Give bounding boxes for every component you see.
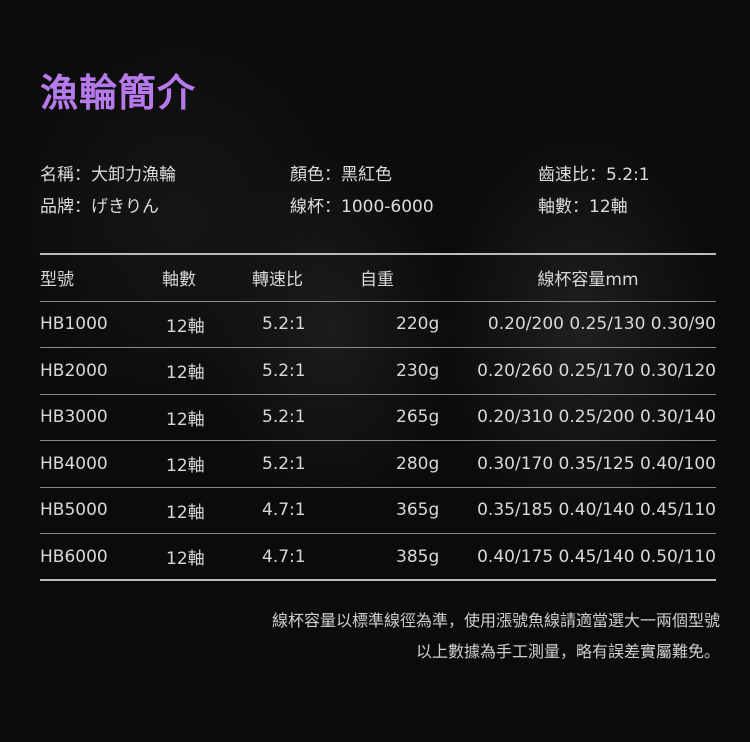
cell-weight: 220g — [360, 301, 460, 348]
cell-capacity: 0.35/185 0.40/140 0.45/110 — [460, 487, 716, 534]
cell-model: HB3000 — [40, 394, 162, 441]
header-model: 型號 — [40, 253, 162, 302]
cell-bearings: 12軸 — [162, 347, 252, 395]
cell-ratio: 4.7:1 — [252, 487, 360, 534]
cell-bearings: 12軸 — [162, 301, 252, 348]
cell-bearings: 12軸 — [162, 533, 252, 581]
cell-capacity: 0.20/200 0.25/130 0.30/90 — [460, 301, 716, 348]
cell-weight: 280g — [360, 440, 460, 488]
info-brand: 品牌：げきりん — [40, 197, 159, 217]
cell-weight: 265g — [360, 394, 460, 441]
cell-weight: 385g — [360, 533, 460, 581]
info-name: 名稱：大卸力漁輪 — [40, 165, 176, 185]
table-row: HB3000 12軸 5.2:1 265g 0.20/310 0.25/200 0.30… — [40, 394, 716, 441]
cell-model: HB6000 — [40, 533, 162, 581]
cell-model: HB1000 — [40, 301, 162, 348]
page-title: 漁輪簡介 — [40, 71, 197, 115]
cell-model: HB4000 — [40, 440, 162, 488]
cell-bearings: 12軸 — [162, 440, 252, 488]
header-ratio: 轉速比 — [252, 253, 360, 302]
cell-capacity: 0.20/260 0.25/170 0.30/120 — [460, 347, 716, 395]
cell-capacity: 0.30/170 0.35/125 0.40/100 — [460, 440, 716, 488]
cell-model: HB2000 — [40, 347, 162, 395]
cell-ratio: 5.2:1 — [252, 301, 360, 348]
table-header-row: 型號 軸數 轉速比 自重 線杯容量mm — [40, 253, 716, 302]
info-spool: 線杯：1000-6000 — [290, 197, 434, 217]
cell-capacity: 0.20/310 0.25/200 0.30/140 — [460, 394, 716, 441]
header-weight: 自重 — [360, 253, 460, 302]
cell-weight: 365g — [360, 487, 460, 534]
cell-ratio: 5.2:1 — [252, 440, 360, 488]
cell-bearings: 12軸 — [162, 487, 252, 534]
table-row: HB5000 12軸 4.7:1 365g 0.35/185 0.40/140 0.45… — [40, 487, 716, 534]
cell-ratio: 5.2:1 — [252, 347, 360, 395]
info-ratio: 齒速比：5.2:1 — [538, 165, 650, 185]
cell-weight: 230g — [360, 347, 460, 395]
cell-ratio: 5.2:1 — [252, 394, 360, 441]
spec-table: 型號 軸數 轉速比 自重 線杯容量mm HB1000 12軸 5.2:1 220g 0.… — [40, 253, 716, 581]
table-row: HB4000 12軸 5.2:1 280g 0.30/170 0.35/125 0.40… — [40, 440, 716, 488]
cell-capacity: 0.40/175 0.45/140 0.50/110 — [460, 533, 716, 581]
cell-bearings: 12軸 — [162, 394, 252, 441]
cell-model: HB5000 — [40, 487, 162, 534]
header-bearings: 軸數 — [162, 253, 252, 302]
note-line-1: 線杯容量以標準線徑為準，使用漲號魚線請適當選大一兩個型號 — [271, 611, 720, 630]
cell-ratio: 4.7:1 — [252, 533, 360, 581]
table-row: HB6000 12軸 4.7:1 385g 0.40/175 0.45/140 0.50… — [40, 533, 716, 581]
info-bearings: 軸數：12軸 — [538, 197, 628, 217]
header-capacity: 線杯容量mm — [460, 253, 716, 302]
table-row: HB1000 12軸 5.2:1 220g 0.20/200 0.25/130 0.30… — [40, 301, 716, 348]
note-line-2: 以上數據為手工測量，略有誤差實屬難免。 — [415, 642, 720, 661]
table-row: HB2000 12軸 5.2:1 230g 0.20/260 0.25/170 0.30… — [40, 347, 716, 395]
info-color: 顏色：黑紅色 — [290, 165, 392, 185]
